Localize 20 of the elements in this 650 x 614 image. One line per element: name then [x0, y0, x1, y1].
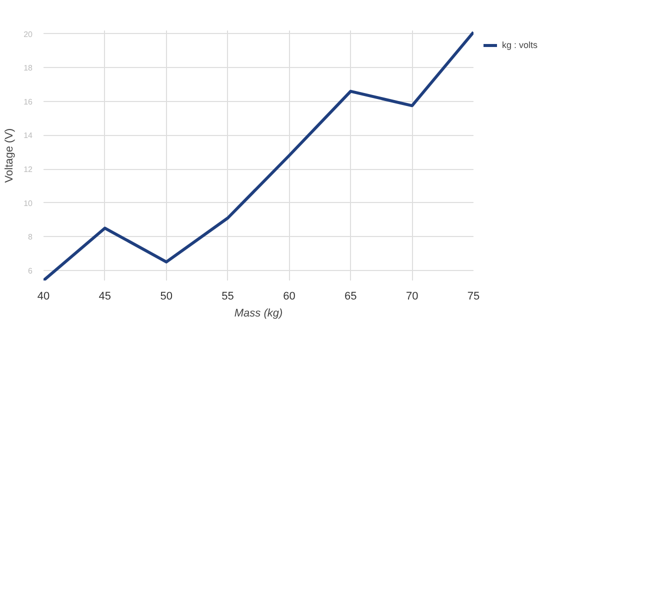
- y-tick-label: 6: [28, 266, 34, 276]
- y-axis-title: Voltage (V): [4, 128, 16, 183]
- y-tick-label: 10: [24, 198, 34, 208]
- x-tick-label: 55: [222, 290, 234, 302]
- x-tick-label: 40: [37, 290, 50, 302]
- y-tick-label: 18: [24, 64, 34, 73]
- x-tick-label: 50: [160, 290, 172, 302]
- x-axis-title: Mass (kg): [234, 308, 283, 320]
- x-tick-label: 45: [98, 290, 112, 302]
- y-tick-label: 14: [24, 131, 34, 140]
- y-tick-label: 8: [28, 232, 34, 242]
- x-tick-label: 60: [283, 290, 296, 302]
- y-tick-label: 16: [24, 97, 34, 106]
- x-tick-label: 75: [467, 290, 480, 302]
- y-tick-label: 12: [24, 165, 34, 174]
- y-tick-label: 20: [24, 30, 34, 39]
- line-series: [44, 30, 474, 280]
- legend-label: kg : volts: [502, 40, 538, 50]
- x-tick-label: 65: [344, 290, 357, 302]
- x-tick-label: 70: [406, 290, 418, 302]
